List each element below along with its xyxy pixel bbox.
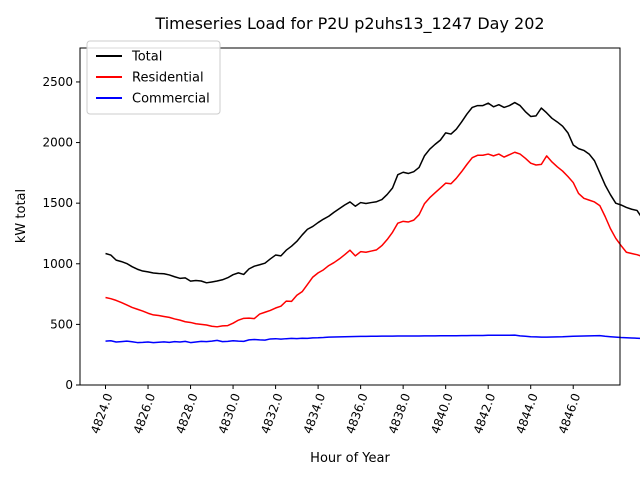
y-tick-label: 0 (65, 378, 73, 392)
y-tick-label: 2500 (42, 75, 73, 89)
legend: Total Residential Commercial (86, 40, 221, 115)
x-tick-label: 4844.0 (513, 391, 541, 435)
y-tick-label: 500 (50, 317, 73, 331)
x-tick-label: 4832.0 (258, 391, 286, 435)
y-axis-label: kW total (14, 189, 29, 243)
plot-frame (79, 47, 621, 386)
axes (79, 47, 621, 386)
y-axis-ticks: 0 500 1000 1500 2000 2500 (42, 75, 80, 392)
x-tick-label: 4838.0 (386, 391, 414, 435)
x-tick-label: 4836.0 (343, 391, 371, 435)
x-axis-ticks: 4824.0 4826.0 4828.0 4830.0 4832.0 4834.0 4836… (88, 385, 583, 436)
x-tick-label: 4824.0 (88, 391, 116, 435)
x-tick-label: 4826.0 (131, 391, 159, 435)
series-line-residential (105, 151, 640, 328)
series-layer (105, 101, 640, 344)
x-tick-label: 4828.0 (173, 391, 201, 435)
x-tick-label: 4842.0 (471, 391, 499, 435)
legend-label-residential: Residential (132, 71, 204, 86)
legend-box (86, 40, 221, 115)
x-tick-label: 4834.0 (301, 391, 329, 435)
x-tick-label: 4846.0 (556, 391, 584, 435)
y-tick-label: 1000 (42, 257, 73, 271)
y-tick-label: 1500 (42, 196, 73, 210)
series-line-commercial (105, 334, 640, 344)
series-line-total (105, 101, 640, 284)
chart-title: Timeseries Load for P2U p2uhs13_1247 Day… (154, 14, 544, 34)
legend-label-total: Total (131, 50, 162, 65)
x-tick-label: 4830.0 (216, 391, 244, 435)
x-axis-label: Hour of Year (310, 451, 390, 466)
x-tick-label: 4840.0 (428, 391, 456, 435)
legend-label-commercial: Commercial (132, 92, 210, 107)
y-tick-label: 2000 (42, 136, 73, 150)
